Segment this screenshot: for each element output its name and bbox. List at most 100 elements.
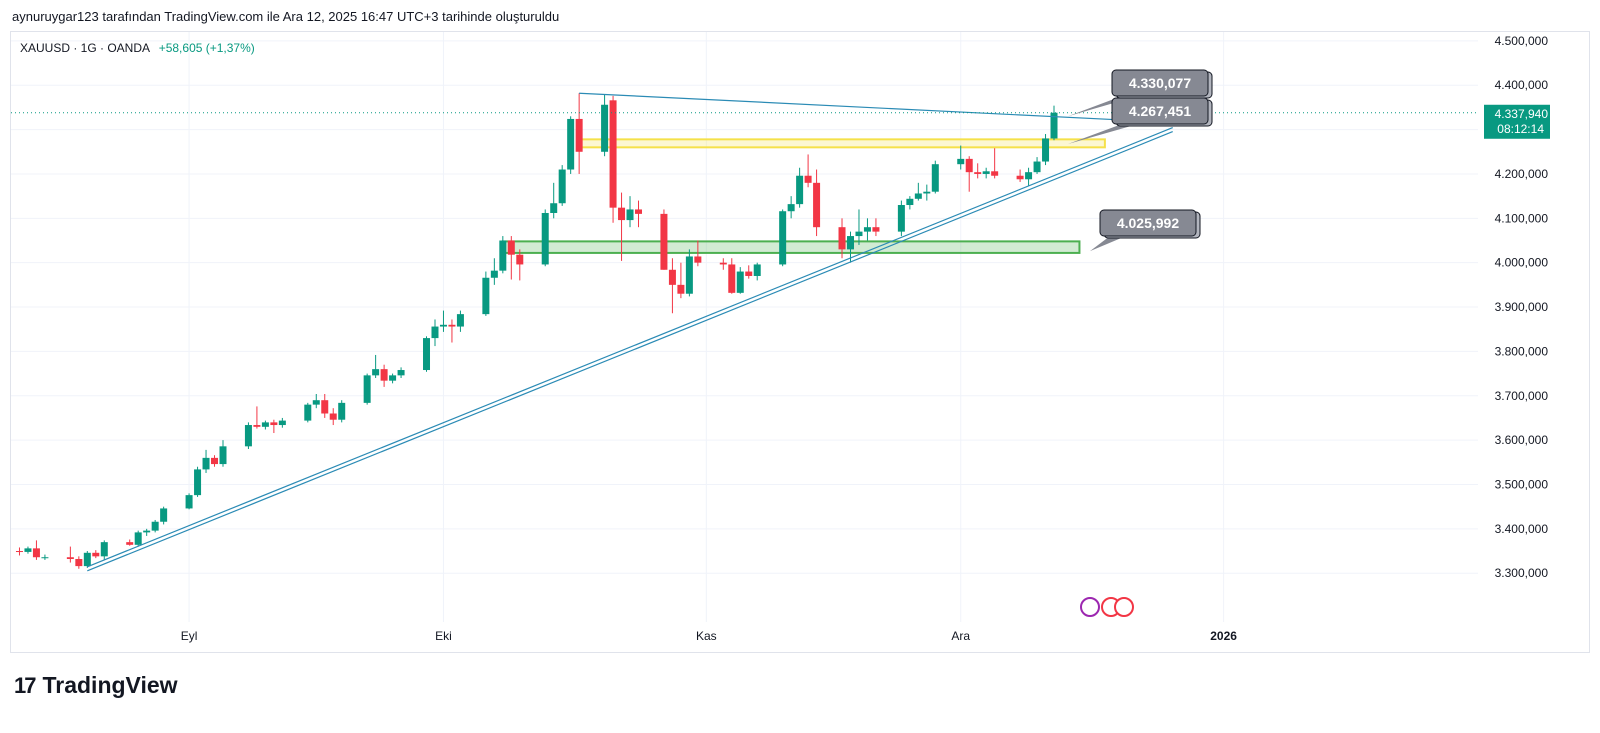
- x-tick-label: Ara: [951, 629, 970, 643]
- event-lightning-icon: [1080, 597, 1100, 617]
- y-tick-label: 3.700,000: [1495, 389, 1549, 403]
- candle-up: [855, 231, 863, 237]
- candle-up: [338, 402, 346, 420]
- candle-down: [745, 271, 753, 276]
- y-tick-label: 4.200,000: [1495, 167, 1549, 181]
- candle-up: [558, 169, 566, 204]
- candle-up: [24, 548, 32, 552]
- candle-down: [380, 369, 388, 381]
- candle-down: [66, 557, 74, 560]
- candle-up: [151, 521, 159, 531]
- candle-up: [957, 158, 965, 165]
- chart-legend: XAUUSD · 1G · OANDA +58,605 (+1,37%): [20, 41, 255, 55]
- green-zone: [501, 240, 1081, 254]
- tradingview-logo-icon: 17: [14, 672, 37, 698]
- candle-up: [753, 264, 761, 276]
- candle-down: [694, 256, 702, 263]
- candle-up: [194, 469, 202, 496]
- candle-up: [914, 193, 922, 199]
- candle-up: [787, 204, 795, 212]
- candle-down: [838, 227, 846, 250]
- y-tick-label: 4.400,000: [1495, 78, 1549, 92]
- candle-up: [499, 240, 507, 271]
- candle-down: [660, 213, 668, 270]
- tradingview-brand[interactable]: 17 TradingView: [14, 672, 178, 699]
- candle-up: [626, 209, 634, 221]
- x-tick-label: Eyl: [181, 629, 198, 643]
- event-flag-icon: [1114, 597, 1134, 617]
- candle-down: [211, 457, 219, 465]
- candle-down: [92, 552, 100, 557]
- x-tick-label: Kas: [696, 629, 717, 643]
- x-tick-label: Eki: [435, 629, 452, 643]
- candle-down: [974, 172, 982, 174]
- callout-label: 4.330,077: [1129, 75, 1191, 91]
- legend-change: +58,605 (+1,37%): [158, 41, 255, 55]
- candle-up: [685, 256, 693, 294]
- candle-up: [202, 457, 210, 470]
- lower-trendline: [87, 127, 1173, 568]
- candle-down: [75, 559, 83, 567]
- y-tick-label: 4.000,000: [1495, 256, 1549, 270]
- callout-label: 4.267,451: [1129, 103, 1191, 119]
- candle-down: [635, 209, 643, 214]
- y-tick-label: 4.100,000: [1495, 211, 1549, 225]
- candle-down: [728, 264, 736, 293]
- callout-pointer: [1068, 124, 1138, 145]
- chart-caption: aynuruygar123 tarafından TradingView.com…: [12, 9, 560, 24]
- candle-up: [41, 557, 49, 559]
- candle-up: [278, 420, 286, 426]
- candle-up: [923, 191, 931, 194]
- candle-up: [482, 277, 490, 315]
- last-price-tag: [1484, 104, 1550, 139]
- legend-symbol: XAUUSD · 1G · OANDA: [20, 41, 150, 55]
- candle-up: [185, 495, 193, 509]
- candle-up: [312, 400, 320, 405]
- callout-label: 4.025,992: [1117, 215, 1179, 231]
- candle-up: [779, 211, 787, 265]
- candle-up: [456, 314, 464, 327]
- candle-down: [15, 551, 23, 553]
- upper-trendline: [579, 92, 1173, 124]
- candle-up: [244, 425, 252, 447]
- candle-up: [439, 324, 447, 327]
- candle-up: [1033, 161, 1041, 173]
- candle-up: [567, 118, 575, 170]
- callout-pointer: [1068, 96, 1138, 117]
- callout-box: [1099, 209, 1197, 237]
- candle-down: [804, 175, 812, 183]
- candle-up: [863, 227, 871, 232]
- candle-down: [965, 158, 973, 173]
- candle-down: [321, 400, 329, 414]
- candle-down: [609, 100, 617, 208]
- lower-trendline-parallel: [87, 131, 1173, 572]
- candle-down: [813, 182, 821, 228]
- candle-up: [219, 446, 227, 465]
- candle-up: [931, 164, 939, 192]
- candle-up: [897, 205, 905, 232]
- candle-up: [846, 236, 854, 250]
- y-tick-label: 3.500,000: [1495, 477, 1549, 491]
- candle-down: [575, 118, 583, 152]
- candle-down: [253, 425, 261, 427]
- x-tick-label: 2026: [1210, 629, 1237, 643]
- callout-box: [1111, 69, 1209, 97]
- candle-down: [991, 171, 999, 176]
- candle-up: [601, 104, 609, 152]
- candle-down: [1016, 175, 1024, 180]
- candle-up: [982, 171, 990, 174]
- candle-down: [32, 548, 40, 558]
- candle-up: [736, 271, 744, 293]
- candle-down: [448, 324, 456, 327]
- candle-up: [304, 404, 312, 421]
- y-tick-label: 3.400,000: [1495, 522, 1549, 536]
- candle-up: [261, 422, 269, 427]
- candle-up: [397, 370, 405, 376]
- candle-down: [507, 240, 515, 255]
- candle-down: [618, 207, 626, 221]
- y-tick-label: 3.600,000: [1495, 433, 1549, 447]
- candle-down: [516, 254, 524, 265]
- candle-up: [541, 212, 549, 265]
- candle-up: [906, 198, 914, 206]
